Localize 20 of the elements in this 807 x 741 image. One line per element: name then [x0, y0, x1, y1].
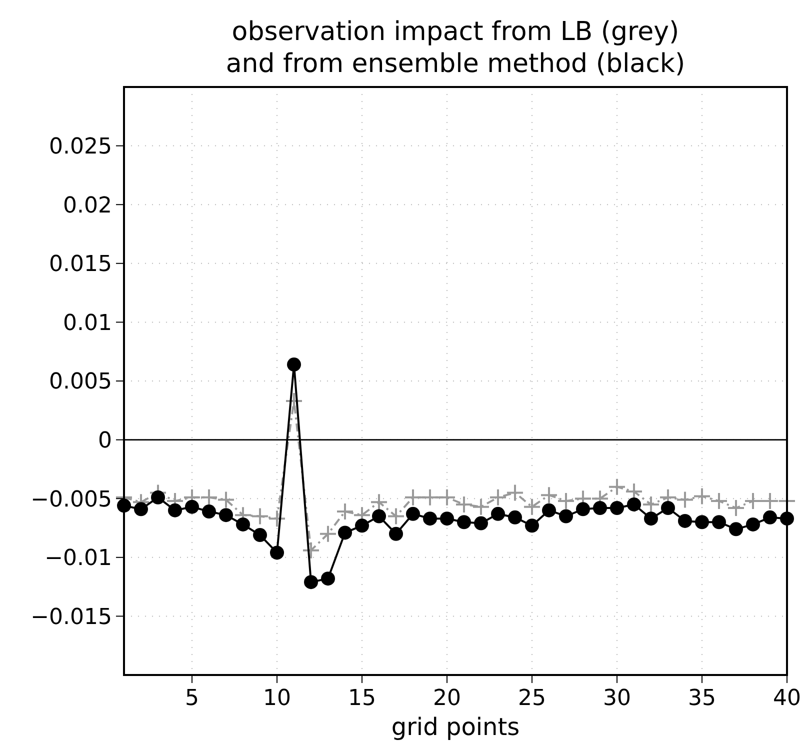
y-tick-label: −0.015: [30, 604, 112, 630]
x-tick-label: 5: [185, 686, 199, 711]
y-tick-label: 0: [98, 428, 112, 454]
x-tick-label: 40: [773, 686, 801, 711]
x-tick-label: 15: [348, 686, 376, 711]
y-tick-label: −0.01: [44, 546, 112, 572]
y-tick-label: 0.005: [49, 370, 112, 395]
y-tick-label: 0.02: [63, 193, 112, 218]
x-tick-label: 10: [263, 686, 291, 711]
x-tick-label: 25: [518, 686, 546, 711]
y-tick-label: 0.015: [49, 252, 112, 278]
x-axis-title: grid points: [391, 713, 520, 741]
x-tick-label: 20: [433, 686, 461, 711]
chart-subtitle: and from ensemble method (black): [226, 49, 686, 79]
y-tick-label: 0.01: [63, 310, 112, 336]
y-tick-label: 0.025: [49, 134, 112, 160]
x-tick-label: 35: [688, 686, 716, 711]
y-tick-label: −0.005: [30, 487, 112, 512]
x-tick-label: 30: [603, 686, 631, 711]
chart-title: observation impact from LB (grey): [232, 17, 680, 47]
